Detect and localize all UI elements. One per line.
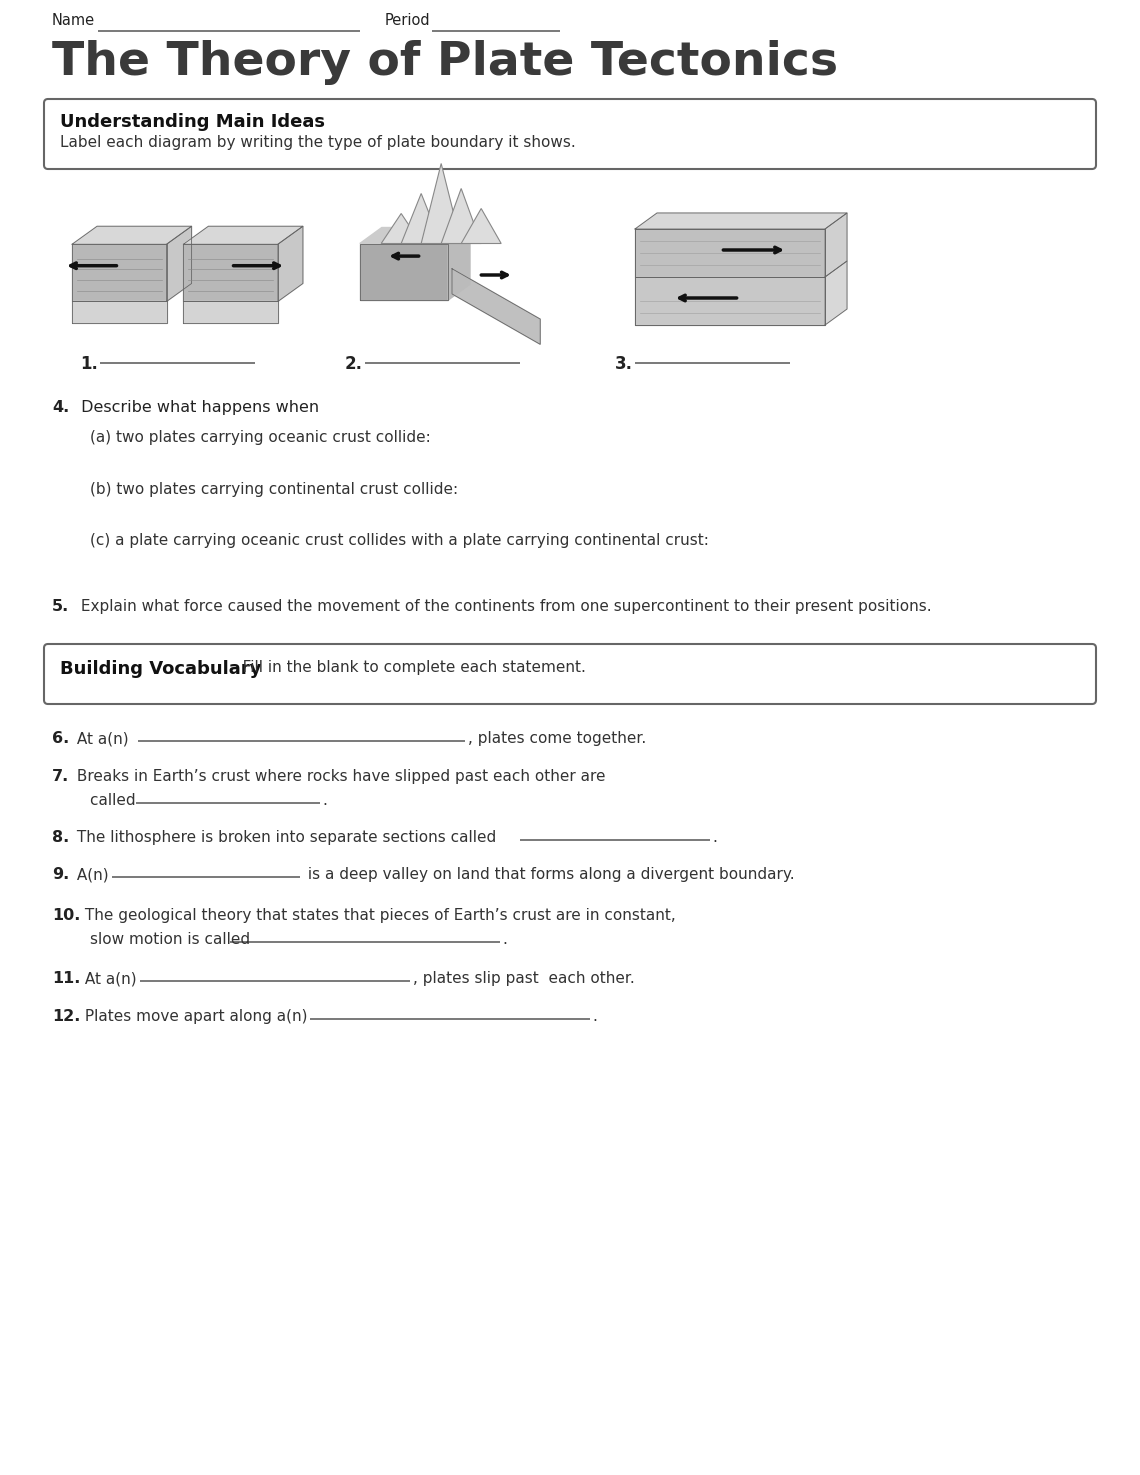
Polygon shape xyxy=(451,268,540,344)
Polygon shape xyxy=(421,164,462,243)
Text: Explain what force caused the movement of the continents from one supercontinent: Explain what force caused the movement o… xyxy=(76,599,931,614)
Text: Describe what happens when: Describe what happens when xyxy=(76,400,319,414)
Text: Period: Period xyxy=(385,13,431,28)
Text: Understanding Main Ideas: Understanding Main Ideas xyxy=(60,114,325,131)
Text: .: . xyxy=(592,1009,597,1024)
Polygon shape xyxy=(635,212,847,229)
Text: 4.: 4. xyxy=(52,400,70,414)
Text: called: called xyxy=(90,794,140,808)
Text: .: . xyxy=(321,794,327,808)
Text: 2.: 2. xyxy=(345,355,363,373)
Polygon shape xyxy=(184,245,278,301)
Text: is a deep valley on land that forms along a divergent boundary.: is a deep valley on land that forms alon… xyxy=(303,867,795,882)
Text: 3.: 3. xyxy=(614,355,633,373)
Text: 6.: 6. xyxy=(52,732,70,746)
Text: (c) a plate carrying oceanic crust collides with a plate carrying continental cr: (c) a plate carrying oceanic crust colli… xyxy=(90,532,709,549)
FancyBboxPatch shape xyxy=(44,645,1096,704)
Text: Label each diagram by writing the type of plate boundary it shows.: Label each diagram by writing the type o… xyxy=(60,136,576,150)
Polygon shape xyxy=(448,227,470,301)
Text: The Theory of Plate Tectonics: The Theory of Plate Tectonics xyxy=(52,40,838,86)
Text: 10.: 10. xyxy=(52,909,81,923)
Text: , plates come together.: , plates come together. xyxy=(469,732,646,746)
Polygon shape xyxy=(360,243,448,301)
Text: At a(n): At a(n) xyxy=(72,732,133,746)
Text: The geological theory that states that pieces of Earth’s crust are in constant,: The geological theory that states that p… xyxy=(80,909,676,923)
Text: 5.: 5. xyxy=(52,599,70,614)
Text: .: . xyxy=(502,932,507,947)
Text: Breaks in Earth’s crust where rocks have slipped past each other are: Breaks in Earth’s crust where rocks have… xyxy=(72,768,605,785)
Text: (b) two plates carrying continental crust collide:: (b) two plates carrying continental crus… xyxy=(90,482,458,497)
Polygon shape xyxy=(381,214,421,243)
Polygon shape xyxy=(635,229,825,277)
Polygon shape xyxy=(441,189,481,243)
Text: 11.: 11. xyxy=(52,971,81,985)
Text: Building Vocabulary: Building Vocabulary xyxy=(60,659,261,679)
Polygon shape xyxy=(72,301,166,323)
Polygon shape xyxy=(635,277,825,324)
Polygon shape xyxy=(72,226,192,245)
Text: 8.: 8. xyxy=(52,830,70,845)
Text: slow motion is called: slow motion is called xyxy=(90,932,255,947)
Text: .: . xyxy=(712,830,717,845)
Text: The lithosphere is broken into separate sections called: The lithosphere is broken into separate … xyxy=(72,830,502,845)
FancyBboxPatch shape xyxy=(44,99,1096,170)
Text: At a(n): At a(n) xyxy=(80,971,141,985)
Text: Plates move apart along a(n): Plates move apart along a(n) xyxy=(80,1009,312,1024)
Polygon shape xyxy=(166,226,192,301)
Polygon shape xyxy=(278,226,303,301)
Text: 7.: 7. xyxy=(52,768,70,785)
Text: (a) two plates carrying oceanic crust collide:: (a) two plates carrying oceanic crust co… xyxy=(90,431,431,445)
Polygon shape xyxy=(72,245,166,301)
Text: 1.: 1. xyxy=(80,355,98,373)
Polygon shape xyxy=(825,261,847,324)
Polygon shape xyxy=(184,301,278,323)
Polygon shape xyxy=(401,193,441,243)
Text: , plates slip past  each other.: , plates slip past each other. xyxy=(413,971,635,985)
Polygon shape xyxy=(462,208,502,243)
Text: Name: Name xyxy=(52,13,95,28)
Polygon shape xyxy=(825,212,847,277)
Text: A(n): A(n) xyxy=(72,867,114,882)
Polygon shape xyxy=(360,227,470,243)
Text: Fill in the blank to complete each statement.: Fill in the blank to complete each state… xyxy=(228,659,586,676)
Text: 9.: 9. xyxy=(52,867,70,882)
Text: 12.: 12. xyxy=(52,1009,81,1024)
Polygon shape xyxy=(184,226,303,245)
